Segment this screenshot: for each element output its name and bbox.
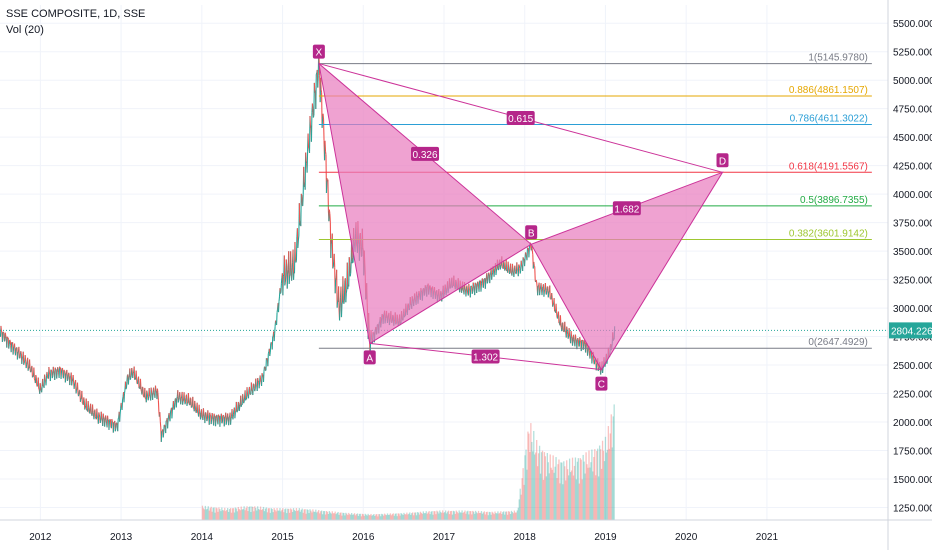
- ratio-label: 1.302: [473, 352, 498, 363]
- indicator-title: Vol (20): [6, 24, 44, 36]
- fib-level-label: 0.5(3896.7355): [800, 195, 868, 206]
- ratio-label: 0.326: [413, 150, 438, 161]
- price-tick-label: 3000.0000: [893, 304, 932, 315]
- time-tick-label: 2015: [271, 532, 294, 543]
- price-tick-label: 1750.0000: [893, 446, 932, 457]
- pattern-point-label: B: [528, 228, 535, 239]
- fib-level-label: 0.618(4191.5567): [789, 161, 868, 172]
- time-tick-label: 2014: [191, 532, 214, 543]
- pattern-point-label: A: [366, 353, 373, 364]
- symbol-title: SSE COMPOSITE, 1D, SSE: [6, 8, 145, 20]
- pattern-point-label: C: [598, 380, 605, 391]
- price-tick-label: 5250.0000: [893, 48, 932, 59]
- time-tick-label: 2021: [756, 532, 779, 543]
- time-tick-label: 2017: [433, 532, 456, 543]
- time-tick-label: 2013: [110, 532, 133, 543]
- price-tick-label: 3750.0000: [893, 219, 932, 230]
- volume-bar: [614, 404, 615, 520]
- price-tick-label: 4750.0000: [893, 105, 932, 116]
- price-tick-label: 4500.0000: [893, 133, 932, 144]
- pattern-point-label: D: [719, 156, 726, 167]
- price-tick-label: 4000.0000: [893, 190, 932, 201]
- price-tick-label: 3500.0000: [893, 247, 932, 258]
- fib-level-label: 0.382(3601.9142): [789, 228, 868, 239]
- price-tick-label: 5000.0000: [893, 76, 932, 87]
- price-tick-label: 5500.0000: [893, 19, 932, 30]
- pattern-point-label: X: [316, 48, 323, 59]
- time-tick-label: 2016: [352, 532, 375, 543]
- fib-level-label: 0.786(4611.3022): [790, 113, 868, 124]
- last-price-label: 2804.2262: [891, 326, 932, 337]
- price-tick-label: 2000.0000: [893, 418, 932, 429]
- fib-level-label: 0.886(4861.1507): [789, 85, 868, 96]
- fib-level-label: 1(5145.9780): [808, 53, 868, 64]
- ratio-label: 0.615: [508, 114, 533, 125]
- time-tick-label: 2012: [29, 532, 52, 543]
- time-tick-label: 2019: [594, 532, 617, 543]
- ratio-label: 1.682: [614, 204, 639, 215]
- price-tick-label: 2250.0000: [893, 390, 932, 401]
- fib-level-label: 0(2647.4929): [808, 337, 868, 348]
- pattern-triangle-xab: [319, 64, 531, 344]
- price-tick-label: 1250.0000: [893, 503, 932, 514]
- price-tick-label: 4250.0000: [893, 162, 932, 173]
- price-tick-label: 1500.0000: [893, 475, 932, 486]
- time-tick-label: 2020: [675, 532, 698, 543]
- price-tick-label: 2500.0000: [893, 361, 932, 372]
- price-tick-label: 3250.0000: [893, 276, 932, 287]
- time-tick-label: 2018: [514, 532, 537, 543]
